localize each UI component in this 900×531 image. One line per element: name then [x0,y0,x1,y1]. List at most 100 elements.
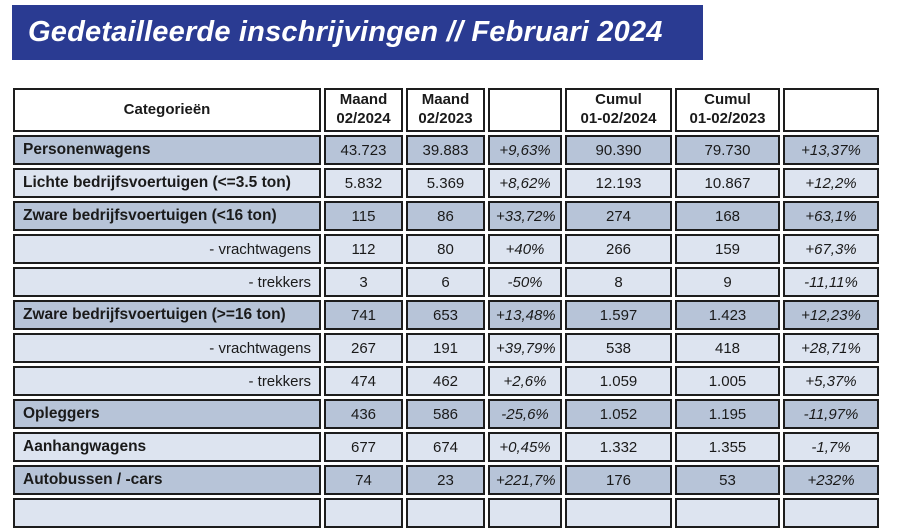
page: { "colors": { "banner_bg": "#2a3b92", "r… [12,5,879,528]
percent-cell: -50% [488,267,562,297]
category-cell: - trekkers [13,366,321,396]
value-cell: 267 [324,333,403,363]
header-label: Maand [421,91,470,109]
percent-cell: +63,1% [783,201,879,231]
header-label: Maand [339,91,388,109]
value-cell [406,498,485,528]
percent-cell: +12,23% [783,300,879,330]
percent-cell: +232% [783,465,879,495]
category-cell: Lichte bedrijfsvoertuigen (<=3.5 ton) [13,168,321,198]
value-cell: 677 [324,432,403,462]
value-cell: 741 [324,300,403,330]
header-cumul-2024: Cumul 01-02/2024 [565,88,672,132]
value-cell: 462 [406,366,485,396]
category-cell: Autobussen / -cars [13,465,321,495]
value-cell: 112 [324,234,403,264]
table-row: Zware bedrijfsvoertuigen (<16 ton) 115 86 +… [13,201,879,231]
percent-cell: -25,6% [488,399,562,429]
category-cell [13,498,321,528]
header-cumul-2023: Cumul 01-02/2023 [675,88,780,132]
value-cell: 191 [406,333,485,363]
value-cell: 176 [565,465,672,495]
table-row-partial [13,498,879,528]
value-cell: 43.723 [324,135,403,165]
percent-cell: +8,62% [488,168,562,198]
value-cell: 418 [675,333,780,363]
percent-cell: +12,2% [783,168,879,198]
table-row: Zware bedrijfsvoertuigen (>=16 ton) 741 65… [13,300,879,330]
category-cell: Opleggers [13,399,321,429]
category-cell: - trekkers [13,267,321,297]
category-cell: - vrachtwagens [13,333,321,363]
header-categories: Categorieën [13,88,321,132]
table-row: Lichte bedrijfsvoertuigen (<=3.5 ton) 5.8… [13,168,879,198]
value-cell: 9 [675,267,780,297]
value-cell: 1.355 [675,432,780,462]
percent-cell: +13,37% [783,135,879,165]
page-title: Gedetailleerde inschrijvingen // Februar… [28,16,663,48]
table-row: Personenwagens 43.723 39.883 +9,63% 90.390 79… [13,135,879,165]
category-cell: Zware bedrijfsvoertuigen (<16 ton) [13,201,321,231]
category-cell: Aanhangwagens [13,432,321,462]
percent-cell: -11,97% [783,399,879,429]
value-cell: 586 [406,399,485,429]
value-cell: 436 [324,399,403,429]
header-label: 01-02/2024 [580,110,657,127]
header-label: Cumul [595,91,642,109]
value-cell: 1.195 [675,399,780,429]
percent-cell [488,498,562,528]
category-cell: - vrachtwagens [13,234,321,264]
table-row: - trekkers 3 6 -50% 8 9 -11,11% [13,267,879,297]
table-header: Categorieën Maand 02/2024 Maand 02/2023 … [13,88,879,132]
percent-cell: +9,63% [488,135,562,165]
percent-cell: +40% [488,234,562,264]
value-cell: 74 [324,465,403,495]
value-cell [565,498,672,528]
value-cell: 6 [406,267,485,297]
table-row: Autobussen / -cars 74 23 +221,7% 176 53 +232% [13,465,879,495]
percent-cell: +13,48% [488,300,562,330]
value-cell: 168 [675,201,780,231]
value-cell: 1.052 [565,399,672,429]
value-cell: 274 [565,201,672,231]
value-cell: 674 [406,432,485,462]
category-cell: Personenwagens [13,135,321,165]
value-cell: 23 [406,465,485,495]
value-cell: 12.193 [565,168,672,198]
value-cell: 115 [324,201,403,231]
value-cell: 474 [324,366,403,396]
value-cell [675,498,780,528]
value-cell: 90.390 [565,135,672,165]
percent-cell: -11,11% [783,267,879,297]
header-label: Cumul [704,91,751,109]
value-cell: 53 [675,465,780,495]
value-cell: 159 [675,234,780,264]
percent-cell: +67,3% [783,234,879,264]
percent-cell: +28,71% [783,333,879,363]
header-label: 02/2024 [336,110,391,127]
value-cell: 8 [565,267,672,297]
header-label: 02/2023 [418,110,473,127]
value-cell [324,498,403,528]
table-row: - trekkers 474 462 +2,6% 1.059 1.005 +5,37% [13,366,879,396]
value-cell: 79.730 [675,135,780,165]
value-cell: 39.883 [406,135,485,165]
value-cell: 1.005 [675,366,780,396]
table-row: Opleggers 436 586 -25,6% 1.052 1.195 -11,97% [13,399,879,429]
title-banner: Gedetailleerde inschrijvingen // Februar… [12,5,703,60]
value-cell: 1.423 [675,300,780,330]
percent-cell: +33,72% [488,201,562,231]
value-cell: 3 [324,267,403,297]
header-month-percent [488,88,562,132]
value-cell: 5.832 [324,168,403,198]
value-cell: 1.059 [565,366,672,396]
percent-cell [783,498,879,528]
value-cell: 86 [406,201,485,231]
value-cell: 1.332 [565,432,672,462]
value-cell: 266 [565,234,672,264]
header-month-2023: Maand 02/2023 [406,88,485,132]
table-row: - vrachtwagens 267 191 +39,79% 538 418 +28,71% [13,333,879,363]
percent-cell: -1,7% [783,432,879,462]
table-body: Personenwagens 43.723 39.883 +9,63% 90.390 79… [13,135,879,528]
registrations-table: Categorieën Maand 02/2024 Maand 02/2023 … [10,85,882,531]
